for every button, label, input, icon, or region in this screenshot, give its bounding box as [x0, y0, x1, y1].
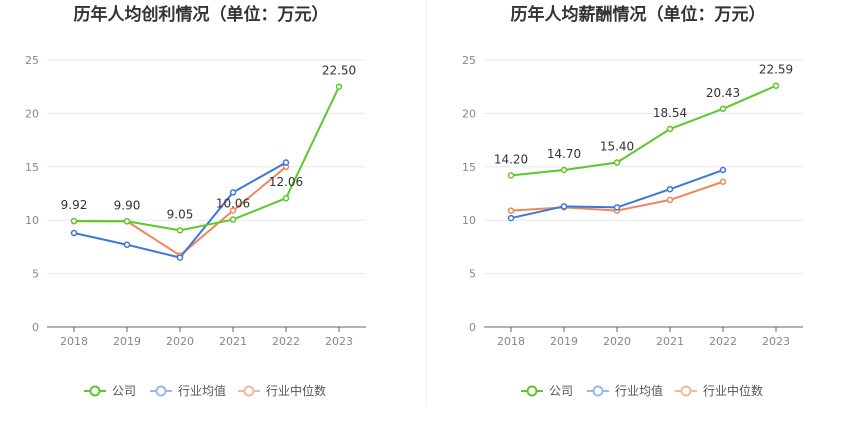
y-tick-label: 0	[32, 321, 39, 334]
data-point-company	[613, 159, 621, 166]
legend-marker-industry_median[interactable]	[680, 385, 692, 397]
y-tick-label: 20	[462, 107, 476, 120]
data-point-company	[176, 227, 184, 234]
data-label: 22.59	[759, 63, 793, 77]
data-label: 9.90	[114, 198, 141, 212]
x-tick-label: 2019	[113, 335, 141, 348]
data-label: 9.92	[61, 198, 88, 212]
data-label: 18.54	[653, 106, 687, 120]
legend-label-company[interactable]: 公司	[549, 384, 573, 398]
y-tick-label: 15	[462, 161, 476, 174]
data-point-company	[560, 166, 568, 174]
data-point-company	[507, 172, 515, 179]
data-point-company	[282, 194, 290, 202]
y-tick-label: 5	[32, 268, 39, 281]
data-label: 12.06	[269, 175, 303, 189]
x-tick-label: 2018	[60, 335, 88, 348]
x-tick-label: 2021	[656, 335, 684, 348]
data-point-industry_avg	[719, 166, 727, 174]
data-point-industry_avg	[123, 241, 131, 249]
y-tick-label: 20	[25, 107, 39, 120]
y-tick-label: 10	[25, 214, 39, 227]
legend-label-industry_median[interactable]: 行业中位数	[703, 383, 763, 398]
data-label: 22.50	[322, 64, 356, 78]
data-label: 14.20	[494, 152, 528, 166]
y-tick-label: 0	[469, 321, 476, 334]
data-point-industry_avg	[560, 203, 568, 210]
data-point-industry_median	[507, 207, 515, 214]
x-tick-label: 2020	[603, 335, 631, 348]
data-point-company	[719, 105, 727, 113]
x-tick-label: 2023	[325, 335, 353, 348]
legend-label-industry_median[interactable]: 行业中位数	[266, 383, 326, 398]
salary-chart: 历年人均薪酬情况（单位：万元） 0 5 10 15 20 25 2018 2019 2020 202…	[462, 4, 803, 398]
salary-chart-panel: 历年人均薪酬情况（单位：万元） 0 5 10 15 20 25 2018 2019 2020 202…	[425, 0, 850, 436]
x-tick-label: 2021	[219, 335, 247, 348]
data-point-industry_avg	[666, 185, 674, 193]
data-point-industry_median	[666, 196, 674, 204]
data-label: 14.70	[547, 147, 581, 161]
data-label: 10.06	[216, 197, 250, 211]
legend-label-industry_avg[interactable]: 行业均值	[178, 383, 226, 398]
y-tick-label: 5	[469, 268, 476, 281]
data-point-company	[772, 82, 780, 89]
y-tick-label: 15	[25, 161, 39, 174]
data-point-industry_avg	[229, 189, 237, 196]
x-tick-label: 2018	[497, 335, 525, 348]
data-point-industry_avg	[70, 229, 78, 237]
y-tick-label: 25	[25, 54, 39, 67]
data-point-industry_median	[719, 178, 727, 186]
data-point-industry_avg	[176, 254, 184, 261]
legend-marker-industry_median[interactable]	[243, 385, 255, 397]
x-tick-label: 2022	[272, 335, 300, 348]
data-point-company	[70, 217, 78, 225]
data-label: 20.43	[706, 86, 740, 100]
x-tick-label: 2019	[550, 335, 578, 348]
data-point-industry_avg	[282, 159, 290, 166]
data-point-company	[123, 218, 131, 225]
legend-label-industry_avg[interactable]: 行业均值	[615, 383, 663, 398]
data-point-industry_median	[229, 207, 237, 214]
data-label: 15.40	[600, 140, 634, 154]
y-tick-label: 25	[462, 54, 476, 67]
legend-marker-company[interactable]	[89, 385, 101, 397]
legend-marker-company[interactable]	[526, 385, 538, 397]
series-line-company	[73, 86, 340, 232]
data-point-company	[335, 83, 343, 90]
chart-title: 历年人均薪酬情况（单位：万元）	[511, 4, 766, 25]
profit-chart-panel: 历年人均创利情况（单位：万元） 0 5 10 15 20 25 2018 2019 2020 202…	[25, 4, 366, 398]
legend-marker-industry_avg[interactable]	[155, 385, 167, 397]
data-point-industry_avg	[613, 204, 621, 211]
panel-divider	[426, 0, 427, 406]
profit-chart: 历年人均创利情况（单位：万元） 0 5 10 15 20 25 2018 2019 2020 202…	[25, 4, 366, 398]
x-tick-label: 2020	[166, 335, 194, 348]
y-tick-label: 10	[462, 214, 476, 227]
data-point-industry_avg	[507, 214, 515, 222]
series-line-company	[510, 84, 777, 177]
data-label: 9.05	[167, 207, 194, 221]
chart-title: 历年人均创利情况（单位：万元）	[74, 4, 329, 25]
data-point-company	[666, 125, 674, 133]
data-point-company	[229, 216, 237, 223]
legend-marker-industry_avg[interactable]	[592, 385, 604, 397]
legend-label-company[interactable]: 公司	[112, 384, 136, 398]
x-tick-label: 2022	[709, 335, 737, 348]
x-tick-label: 2023	[762, 335, 790, 348]
